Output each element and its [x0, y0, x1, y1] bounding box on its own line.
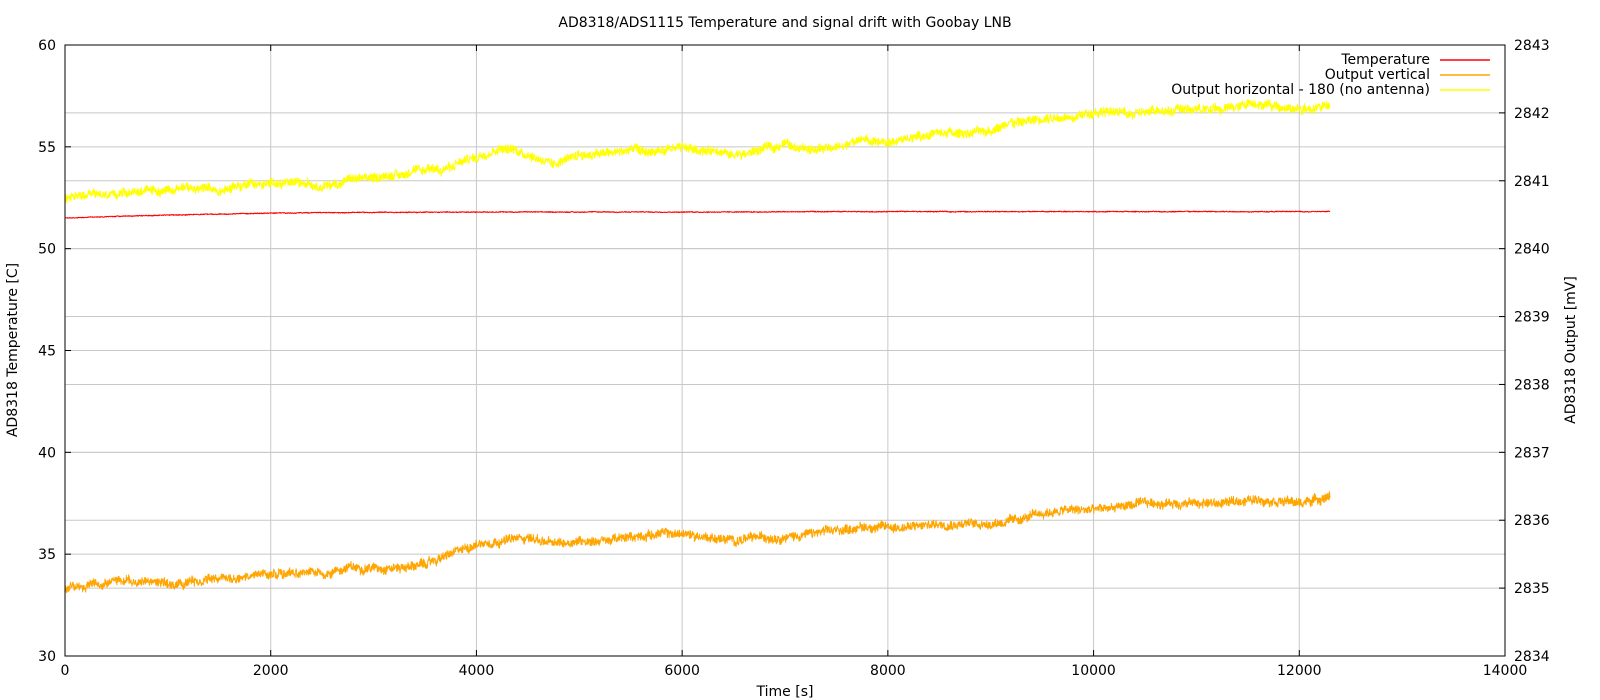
x-tick-label: 6000	[664, 663, 700, 679]
y2-tick-label: 2837	[1514, 445, 1550, 461]
x-tick-label: 14000	[1483, 663, 1528, 679]
x-tick-label: 0	[61, 663, 70, 679]
x-tick-label: 2000	[253, 663, 289, 679]
chart-title: AD8318/ADS1115 Temperature and signal dr…	[558, 15, 1011, 31]
legend-label-temperature: Temperature	[1340, 52, 1430, 68]
x-tick-label: 8000	[870, 663, 906, 679]
legend-label-output-horizontal: Output horizontal - 180 (no antenna)	[1171, 82, 1430, 98]
x-tick-label: 4000	[459, 663, 495, 679]
y2-tick-label: 2838	[1514, 377, 1550, 393]
ticks	[64, 44, 1506, 657]
y2-tick-label: 2841	[1514, 174, 1550, 190]
y-tick-label: 35	[38, 547, 56, 563]
y-tick-label: 40	[38, 445, 56, 461]
x-tick-label: 10000	[1071, 663, 1116, 679]
y2-axis-label: AD8318 Output [mV]	[1563, 276, 1579, 424]
series-line-temperature	[64, 210, 1331, 219]
legend-label-output-vertical: Output vertical	[1325, 67, 1430, 83]
y2-tick-label: 2835	[1514, 581, 1550, 597]
y2-tick-label: 2843	[1514, 38, 1550, 54]
y-axis-label: AD8318 Temperature [C]	[5, 263, 21, 437]
y-tick-label: 45	[38, 344, 56, 360]
y2-tick-label: 2836	[1514, 513, 1550, 529]
legend: Temperature Output vertical Output horiz…	[1171, 52, 1490, 98]
y-tick-label: 30	[38, 649, 56, 665]
x-tick-label: 12000	[1277, 663, 1322, 679]
tick-labels: 0 2000 4000 6000 8000 10000 12000 14000 30 35 40 45…	[38, 38, 1550, 679]
x-axis-label: Time [s]	[756, 684, 814, 700]
y2-tick-label: 2842	[1514, 106, 1550, 122]
y2-tick-label: 2839	[1514, 310, 1550, 326]
y2-tick-label: 2840	[1514, 242, 1550, 258]
series-layer	[64, 99, 1331, 594]
y-tick-label: 50	[38, 242, 56, 258]
series-line-output-vertical	[64, 491, 1331, 594]
y2-tick-label: 2834	[1514, 649, 1550, 665]
y-tick-label: 60	[38, 38, 56, 54]
series-line-output-horizontal-180-no-antenna	[64, 99, 1331, 204]
y-tick-label: 55	[38, 140, 56, 156]
